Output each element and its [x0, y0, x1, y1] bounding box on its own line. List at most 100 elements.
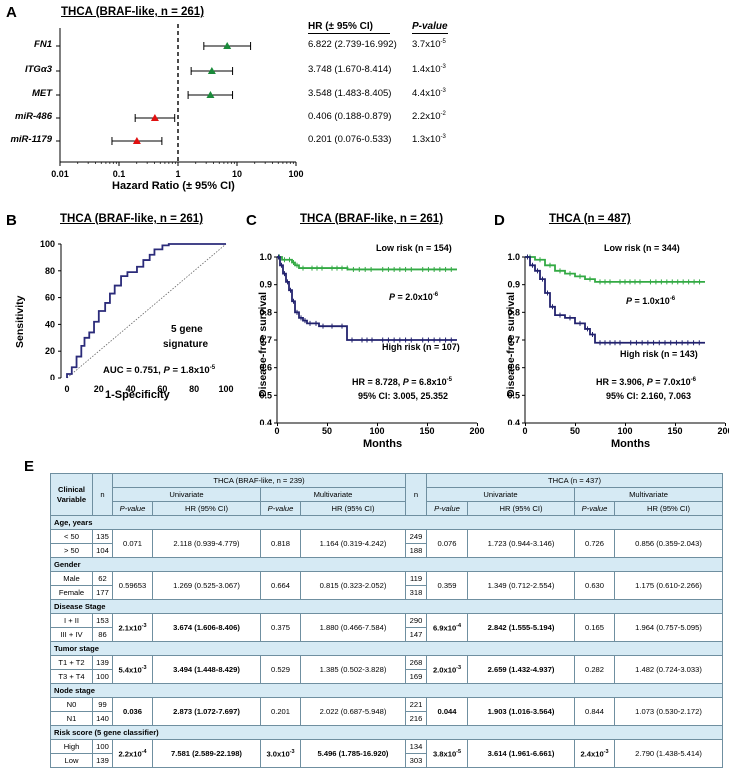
row-n-thca: 134 [405, 739, 427, 754]
cell-exponent: -3 [456, 664, 462, 671]
cell-text: 3.614 (1.961-6.661) [487, 749, 555, 758]
cell-text: 2.4x10 [580, 749, 604, 759]
km-c-x-tick-label: 100 [369, 426, 385, 436]
km-c-x-tick-label: 50 [321, 426, 332, 436]
multivariate-header-2: Multivariate [573, 487, 724, 502]
cell-exponent: -3 [141, 664, 147, 671]
multi-p-thca: 0.844 [574, 697, 615, 726]
row-n-braf: 100 [92, 669, 113, 684]
cell-text: N1 [66, 714, 77, 723]
row-n-braf: 135 [92, 529, 113, 544]
cell-text: < 50 [64, 532, 79, 541]
forest-p-value: 2.2x10-2 [412, 111, 446, 122]
cell-text: 0.630 [584, 581, 604, 590]
multi-p-braf: 0.818 [260, 529, 301, 558]
uni-p-thca: 6.9x10-4 [426, 613, 468, 642]
cell-text: 0.59653 [118, 581, 147, 590]
cell-text: 2.022 (0.687-5.948) [319, 707, 387, 716]
cell-text: 1.175 (0.610-2.266) [635, 581, 702, 590]
cell-text: 188 [409, 546, 423, 555]
cell-text: 0.071 [122, 539, 142, 548]
uni-p-thca: 0.044 [426, 697, 468, 726]
p-column-header: P-value [412, 21, 448, 32]
cell-text: High [63, 742, 80, 751]
multi-p-braf: 0.529 [260, 655, 301, 684]
row-n-thca: 268 [405, 655, 427, 670]
p-mantissa: 1.4x10 [412, 64, 441, 76]
km-c-y-tick-label: 0.9 [259, 280, 272, 290]
hrci-header: HR (95% CI) [300, 501, 406, 516]
row-n-thca: 188 [405, 543, 427, 558]
panel-label-d: D [494, 212, 505, 229]
uni-hr-thca: 1.723 (0.944-3.146) [467, 529, 575, 558]
table-row: N0 99 0.036 2.873 (1.072-7.697) 0.201 2.022 (… [50, 697, 724, 726]
cell-text: 139 [96, 658, 109, 667]
forest-axes: 0.01 0.1 1 10 100 [51, 24, 304, 179]
cell-text: 2.790 (1.438-5.414) [635, 749, 702, 758]
table-row: I + II 153 2.1x10-3 3.674 (1.606-8.406) 0.37… [50, 613, 724, 642]
cell-text: III + IV [60, 630, 83, 639]
table-row: High 100 2.2x10-4 7.581 (2.589-22.198) 3.0x1… [50, 739, 724, 768]
cell-text: 2.659 (1.432-4.937) [487, 665, 555, 674]
km-d-x-tick-label: 200 [717, 426, 729, 436]
panel-label-e: E [24, 458, 35, 475]
cell-text: 318 [409, 588, 423, 597]
section-title: Age, years [49, 515, 724, 530]
roc-y-tick-label: 20 [45, 346, 55, 356]
cell-text: 6.9x10 [432, 623, 457, 633]
hrci-header: HR (95% CI) [467, 501, 575, 516]
uni-p-thca: 0.359 [426, 571, 468, 600]
km-c-y-tick-label: 0.5 [259, 390, 272, 400]
cell-text: 100 [96, 672, 109, 681]
forest-marks [111, 42, 252, 145]
cell-text: N0 [66, 700, 77, 709]
km-c-y-tick-label: 0.6 [259, 363, 272, 373]
table-section-row: Gender [49, 557, 724, 572]
roc-curve [66, 243, 226, 378]
row-n-thca: 216 [405, 711, 427, 726]
multi-p-thca: 0.165 [574, 613, 615, 642]
km-d-y-tick-label: 0.9 [507, 280, 520, 290]
uni-p-braf: 0.59653 [112, 571, 153, 600]
roc-sig-line1: 5 gene [171, 324, 203, 335]
forest-gene-label: miR-486 [15, 111, 52, 122]
cell-text: 0.076 [437, 539, 457, 548]
cell-text: 221 [409, 700, 423, 709]
cell-text: 290 [409, 616, 423, 625]
p-header-underline [412, 33, 448, 34]
cell-text: Female [58, 588, 85, 597]
col-clinical-variable: Clinical Variable [50, 473, 93, 516]
km-d-y-title: Disease-free survival [505, 291, 517, 397]
row-n-braf: 100 [92, 739, 113, 754]
roc-x-tick-label: 100 [218, 384, 234, 394]
group-header-thca: THCA (n = 437) [425, 473, 724, 488]
cell-text: 169 [409, 672, 423, 681]
forest-hr-point [206, 91, 215, 98]
table-row: Male 62 0.59653 1.269 (0.525-3.067) 0.664 0.8… [50, 571, 724, 600]
p-mantissa: 3.7x10 [412, 39, 441, 51]
km-d-y-tick-label: 0.7 [507, 335, 520, 345]
row-n-thca: 290 [405, 613, 427, 628]
row-n-thca: 249 [405, 529, 427, 544]
cell-text: 0.375 [270, 623, 290, 632]
multi-p-thca: 0.726 [574, 529, 615, 558]
cell-text: 1.073 (0.530-2.172) [635, 707, 702, 716]
roc-auc-text: AUC = 0.751, P = 1.8x10-5 [103, 365, 216, 377]
km-c-x-tick-label: 150 [419, 426, 435, 436]
row-label: < 50 [50, 529, 93, 544]
km-c-y-title: Disease-free survival [257, 291, 269, 397]
cell-text: 2.2x10 [118, 749, 142, 759]
panel-a-title: THCA (BRAF-like, n = 261) [61, 6, 205, 18]
row-n-thca: 303 [405, 753, 427, 768]
panel-label-a: A [6, 4, 17, 21]
cell-text: 0.044 [437, 707, 457, 716]
forest-hr-point [223, 42, 232, 49]
table-section-row: Risk score (5 gene classifier) [49, 725, 724, 740]
multi-hr-braf: 5.496 (1.785-16.920) [300, 739, 406, 768]
cell-exponent: -3 [141, 622, 147, 629]
cell-text: 86 [98, 630, 107, 639]
row-n-braf: 139 [92, 655, 113, 670]
forest-plot: 0.01 0.1 1 10 100 [51, 24, 304, 179]
cell-text: Low [64, 756, 79, 765]
multi-p-braf: 0.664 [260, 571, 301, 600]
